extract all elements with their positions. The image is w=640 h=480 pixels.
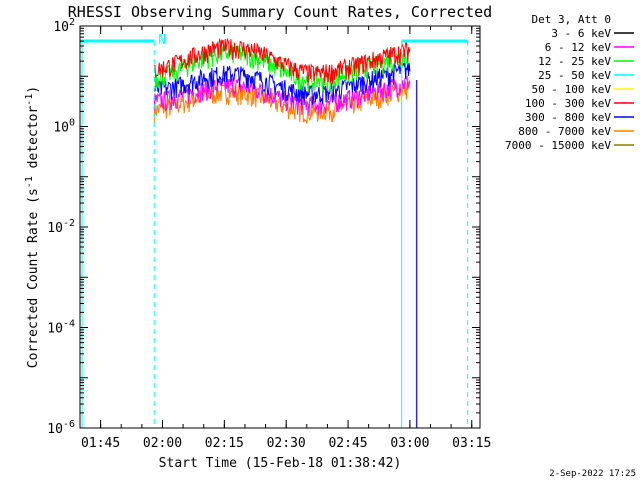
y-tick-exponent: 0: [69, 118, 75, 129]
legend-label: 300 - 800 keV: [525, 111, 611, 124]
y-axis-label: Corrected Count Rate (s-1 detector-1): [24, 86, 41, 368]
y-axis-label-sup1: -1: [24, 176, 35, 188]
x-tick-label: 02:15: [205, 436, 244, 451]
legend-label: 800 - 7000 keV: [518, 125, 611, 138]
x-tick-label: 02:00: [143, 436, 182, 451]
legend-label: 7000 - 15000 keV: [505, 139, 611, 152]
legend-label: 50 - 100 keV: [532, 83, 612, 96]
y-tick-base: 10: [53, 121, 69, 136]
x-tick-label: 02:45: [328, 436, 367, 451]
y-tick-exponent: -4: [63, 319, 75, 330]
footer-date: 2-Sep-2022 17:25: [549, 469, 636, 479]
y-tick-label: 102: [53, 17, 75, 35]
y-tick-base: 10: [47, 221, 63, 236]
y-axis-label-main: Corrected Count Rate (s: [26, 188, 41, 368]
y-tick-label: 100: [53, 118, 75, 136]
series-trace: [153, 37, 411, 84]
y-tick-exponent: -6: [63, 419, 75, 430]
y-axis-label-end: ): [26, 86, 41, 94]
x-axis: 01:45 02:00 02:15 02:30 02:45 03:00 03:15: [79, 26, 491, 451]
x-axis-label: Start Time (15-Feb-18 01:38:42): [159, 456, 402, 471]
data-traces: [153, 37, 411, 124]
legend-label: 25 - 50 keV: [538, 69, 611, 82]
chart-title: RHESSI Observing Summary Count Rates, Co…: [68, 3, 492, 21]
y-tick-base: 10: [47, 322, 63, 337]
n-marker-label: N: [158, 33, 166, 48]
plot-frame: [79, 25, 481, 429]
y-tick-exponent: -2: [63, 218, 75, 229]
y-axis-label-mid: detector: [26, 106, 41, 177]
time-markers: N: [80, 33, 469, 428]
legend-header: Det 3, Att 0: [532, 13, 611, 26]
legend-label: 12 - 25 keV: [538, 55, 611, 68]
y-tick-base: 10: [53, 20, 69, 35]
legend-label: 6 - 12 keV: [545, 41, 612, 54]
y-tick-label: 10-4: [47, 319, 75, 337]
legend-label: 3 - 6 keV: [551, 27, 611, 40]
x-tick-label: 01:45: [81, 436, 120, 451]
y-tick-base: 10: [47, 422, 63, 437]
y-tick-label: 10-2: [47, 218, 75, 236]
x-tick-label: 02:30: [267, 436, 306, 451]
x-tick-label: 03:00: [390, 436, 429, 451]
y-axis-label-sup2: -1: [24, 94, 35, 106]
y-tick-label: 10-6: [47, 419, 75, 437]
series-trace: [153, 60, 411, 106]
legend-label: 100 - 300 keV: [525, 97, 611, 110]
y-tick-exponent: 2: [69, 17, 75, 28]
x-tick-label: 03:15: [452, 436, 491, 451]
